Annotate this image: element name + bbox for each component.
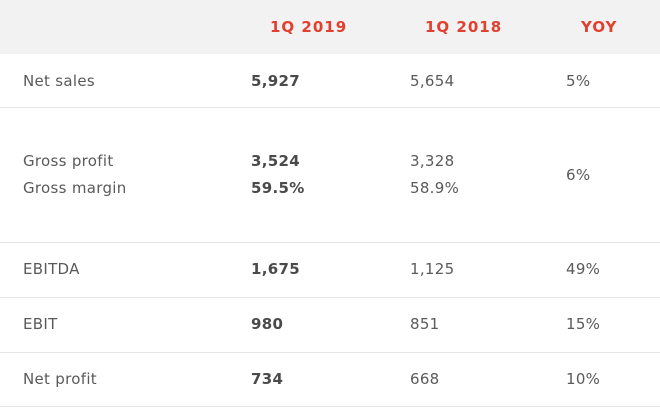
- row-label: EBITDA: [23, 260, 80, 278]
- value-1q-2019: 980: [251, 315, 284, 333]
- row-label-gross-profit: Gross profit: [23, 152, 114, 170]
- value-1q-2018-gross-margin: 58.9%: [410, 179, 460, 197]
- table-row-ebit: EBIT 980 851 15%: [0, 298, 660, 353]
- table-row-gross-profit: Gross profit Gross margin 3,524 59.5% 3,…: [0, 108, 660, 243]
- row-label: Net sales: [23, 72, 96, 90]
- value-1q-2018-gross-profit: 3,328: [410, 152, 455, 170]
- value-1q-2019: 1,675: [251, 260, 300, 278]
- header-yoy: YOY: [581, 18, 618, 36]
- value-1q-2019-gross-profit: 3,524: [251, 152, 300, 170]
- row-label-gross-margin: Gross margin: [23, 179, 127, 197]
- value-yoy: 49%: [566, 260, 601, 278]
- table-row-net-profit: Net profit 734 668 10%: [0, 353, 660, 407]
- value-1q-2018: 851: [410, 315, 440, 333]
- value-1q-2018: 1,125: [410, 260, 455, 278]
- value-1q-2019: 734: [251, 370, 284, 388]
- value-yoy: 5%: [566, 72, 591, 90]
- row-label: Net profit: [23, 370, 97, 388]
- header-1q-2019: 1Q 2019: [270, 18, 348, 36]
- value-1q-2019-gross-margin: 59.5%: [251, 179, 305, 197]
- table-header: 1Q 2019 1Q 2018 YOY: [0, 0, 660, 54]
- table-row-ebitda: EBITDA 1,675 1,125 49%: [0, 243, 660, 298]
- value-1q-2018: 668: [410, 370, 440, 388]
- table-row-net-sales: Net sales 5,927 5,654 5%: [0, 54, 660, 108]
- value-1q-2018: 5,654: [410, 72, 455, 90]
- row-label: EBIT: [23, 315, 58, 333]
- value-yoy: 15%: [566, 315, 601, 333]
- value-1q-2019: 5,927: [251, 72, 300, 90]
- value-yoy: 6%: [566, 166, 591, 184]
- value-yoy: 10%: [566, 370, 601, 388]
- header-1q-2018: 1Q 2018: [425, 18, 503, 36]
